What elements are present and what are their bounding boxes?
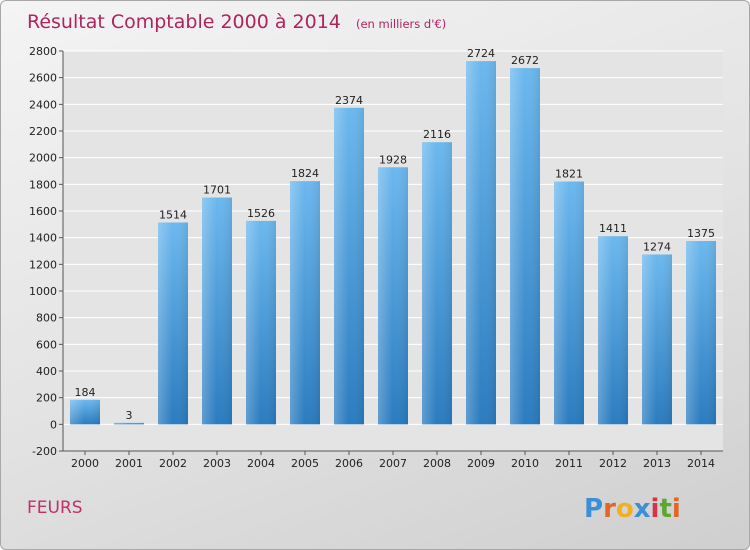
data-label: 2672 bbox=[511, 54, 539, 67]
chart-title-main: Résultat Comptable 2000 à 2014 bbox=[27, 11, 341, 33]
x-tick-label: 2007 bbox=[379, 457, 407, 470]
logo-letter: i bbox=[672, 494, 681, 524]
y-tick-label: 600 bbox=[36, 338, 57, 351]
bar-group: 1375 bbox=[686, 227, 716, 425]
bar-group: 1514 bbox=[158, 208, 188, 425]
x-tick-label: 2008 bbox=[423, 457, 451, 470]
bar-shading bbox=[598, 236, 628, 425]
bar-shading bbox=[466, 61, 496, 425]
y-tick-label: -200 bbox=[32, 445, 57, 458]
data-label: 2116 bbox=[423, 128, 451, 141]
x-tick-label: 2009 bbox=[467, 457, 495, 470]
y-tick-label: 1200 bbox=[29, 258, 57, 271]
x-tick-label: 2011 bbox=[555, 457, 583, 470]
data-label: 2724 bbox=[467, 47, 495, 60]
data-label: 1375 bbox=[687, 227, 715, 240]
bar-group: 1411 bbox=[598, 222, 628, 425]
y-tick-label: 800 bbox=[36, 312, 57, 325]
data-label: 1824 bbox=[291, 167, 319, 180]
data-label: 2374 bbox=[335, 94, 363, 107]
bar-group: 2724 bbox=[466, 47, 496, 425]
bar-shading bbox=[202, 197, 232, 425]
data-label: 1514 bbox=[159, 208, 187, 221]
x-tick-label: 2010 bbox=[511, 457, 539, 470]
x-tick-label: 2005 bbox=[291, 457, 319, 470]
y-tick-label: 2600 bbox=[29, 72, 57, 85]
x-tick-label: 2014 bbox=[687, 457, 715, 470]
bar-shading bbox=[158, 222, 188, 425]
bar-shading bbox=[422, 142, 452, 425]
bar-shading bbox=[642, 254, 672, 425]
y-tick-label: 0 bbox=[50, 418, 57, 431]
x-tick-label: 2013 bbox=[643, 457, 671, 470]
place-name: FEURS bbox=[27, 498, 83, 518]
y-tick-label: 2800 bbox=[29, 45, 57, 58]
bar-group: 1701 bbox=[202, 184, 232, 425]
x-tick-label: 2001 bbox=[115, 457, 143, 470]
logo-letter: o bbox=[616, 494, 634, 524]
y-tick-label: 2200 bbox=[29, 125, 57, 138]
y-tick-label: 1400 bbox=[29, 232, 57, 245]
y-tick-label: 400 bbox=[36, 365, 57, 378]
logo-letter: P bbox=[584, 494, 603, 524]
data-label: 1701 bbox=[203, 184, 231, 197]
bar-group: 2672 bbox=[510, 54, 540, 425]
data-label: 1526 bbox=[247, 207, 275, 220]
bar-group: 2374 bbox=[334, 94, 364, 425]
bar-group: 1526 bbox=[246, 207, 276, 425]
bar-shading bbox=[334, 107, 364, 425]
x-axis: 2000 2001 2002 2003 2004 2005 2006 2007 2008 2009… bbox=[63, 450, 723, 470]
bar-group: 1824 bbox=[290, 167, 320, 425]
bar-shading bbox=[554, 181, 584, 425]
y-tick-label: 2400 bbox=[29, 98, 57, 111]
bar-shading bbox=[114, 422, 144, 425]
bar-shading bbox=[378, 167, 408, 425]
y-tick-label: 2000 bbox=[29, 152, 57, 165]
bar-shading bbox=[246, 220, 276, 425]
chart-title-unit: (en milliers d'€) bbox=[356, 17, 446, 31]
data-label: 1411 bbox=[599, 222, 627, 235]
bar-shading bbox=[686, 241, 716, 425]
x-tick-label: 2006 bbox=[335, 457, 363, 470]
bar-group: 3 bbox=[114, 409, 144, 425]
y-tick-label: 1000 bbox=[29, 285, 57, 298]
bar-group: 1928 bbox=[378, 153, 408, 425]
bar-shading bbox=[510, 68, 540, 425]
bar-group: 184 bbox=[70, 386, 100, 425]
bar-shading bbox=[70, 399, 100, 425]
logo-letter: i bbox=[651, 494, 660, 524]
x-tick-label: 2002 bbox=[159, 457, 187, 470]
data-label: 1274 bbox=[643, 240, 671, 253]
bar-shading bbox=[290, 181, 320, 425]
bar-group: 1274 bbox=[642, 240, 672, 425]
logo-letter: t bbox=[659, 494, 671, 524]
bar-group: 2116 bbox=[422, 128, 452, 425]
x-tick-label: 2004 bbox=[247, 457, 275, 470]
x-tick-label: 2012 bbox=[599, 457, 627, 470]
chart-title: Résultat Comptable 2000 à 2014 (en milli… bbox=[27, 11, 446, 33]
y-tick-label: 200 bbox=[36, 392, 57, 405]
x-tick-label: 2000 bbox=[71, 457, 99, 470]
y-tick-label: 1800 bbox=[29, 178, 57, 191]
proxiti-logo: Proxiti bbox=[584, 494, 681, 524]
bar-group: 1821 bbox=[554, 168, 584, 425]
logo-letter: r bbox=[603, 494, 616, 524]
data-label: 3 bbox=[126, 409, 133, 422]
y-tick-label: 1600 bbox=[29, 205, 57, 218]
x-tick-label: 2003 bbox=[203, 457, 231, 470]
logo-letter: x bbox=[634, 494, 651, 524]
y-axis: -200 0 200 400 600 800 1000 1200 1400 1600 1800 200… bbox=[29, 45, 64, 458]
data-label: 1821 bbox=[555, 168, 583, 181]
data-label: 1928 bbox=[379, 153, 407, 166]
data-label: 184 bbox=[75, 386, 96, 399]
bars: 184 3 1514 1701 1526 1824 2374 1928 2116 2724 2672… bbox=[70, 47, 716, 425]
